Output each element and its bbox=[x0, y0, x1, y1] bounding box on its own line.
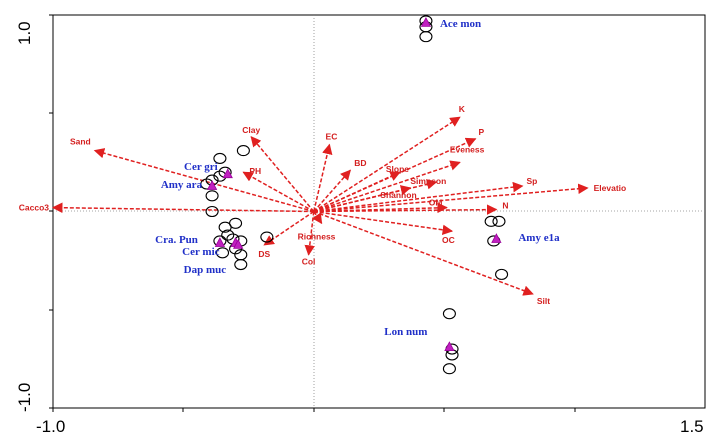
species-marker-amy-e1a bbox=[491, 233, 502, 243]
site-point-3 bbox=[419, 31, 433, 43]
env-label-sand: Sand bbox=[70, 137, 91, 147]
env-label-p: P bbox=[478, 127, 484, 137]
env-label-k: K bbox=[459, 104, 466, 114]
env-label-elevatio: Elevatio bbox=[594, 183, 627, 193]
env-arrow-clay bbox=[250, 136, 315, 212]
env-label-sp: Sp bbox=[526, 176, 537, 186]
site-point-13 bbox=[218, 221, 232, 233]
env-label-ph: PH bbox=[249, 166, 261, 176]
env-label-cacco3: Cacco3 bbox=[19, 203, 50, 213]
plot-frame bbox=[52, 14, 706, 409]
env-label-ds: DS bbox=[258, 249, 270, 259]
env-label-col: Col bbox=[302, 257, 316, 267]
env-label-om: OM bbox=[429, 198, 443, 208]
species-label-cer-mic: Cer mic bbox=[182, 246, 219, 258]
species-label-dap-muc: Dap muc bbox=[184, 264, 227, 276]
env-arrow-shannon bbox=[313, 185, 412, 213]
species-label-amy-e1a: Amy e1a bbox=[518, 232, 560, 244]
env-arrow-bd bbox=[313, 169, 352, 212]
env-arrow-n bbox=[313, 204, 498, 215]
env-label-oc: OC bbox=[442, 235, 455, 245]
env-arrow-col bbox=[304, 211, 315, 256]
species-marker-amy-ara bbox=[206, 180, 218, 190]
site-point-14 bbox=[221, 229, 235, 241]
env-label-ec: EC bbox=[326, 132, 338, 142]
site-point-23 bbox=[484, 215, 498, 227]
env-arrow-ec bbox=[313, 143, 333, 212]
site-point-19 bbox=[215, 247, 230, 259]
env-label-n: N bbox=[502, 201, 508, 211]
env-arrow-ph bbox=[242, 171, 315, 213]
site-point-22 bbox=[260, 231, 274, 243]
env-label-clay: Clay bbox=[242, 125, 260, 135]
env-arrow-silt bbox=[313, 210, 534, 296]
env-arrow-sand bbox=[93, 148, 315, 213]
env-arrow-elevatio bbox=[313, 183, 589, 213]
env-arrow-slope bbox=[313, 171, 401, 213]
env-label-silt: Silt bbox=[537, 296, 550, 306]
species-marker-dap-muc bbox=[233, 239, 244, 249]
env-label-simpson: Simpson bbox=[410, 176, 446, 186]
species-label-ace-mon: Ace mon bbox=[440, 18, 481, 30]
env-label-bd: BD bbox=[354, 158, 366, 168]
site-points bbox=[200, 15, 509, 375]
env-label-slope: Slope bbox=[386, 164, 409, 174]
env-arrow-om bbox=[313, 202, 448, 214]
species-label-cra-pun: Cra. Pun bbox=[155, 234, 198, 246]
x-tick-label-min: -1.0 bbox=[36, 417, 65, 435]
x-tick-label-max: 1.5 bbox=[680, 417, 704, 435]
site-point-27 bbox=[442, 308, 456, 320]
y-tick-label-max: 1.0 bbox=[15, 21, 34, 45]
site-point-5 bbox=[236, 145, 250, 157]
species-marker-ace-mon bbox=[420, 17, 432, 27]
env-arrow-oc bbox=[313, 210, 454, 236]
env-arrow-richness bbox=[312, 211, 323, 225]
site-point-26 bbox=[495, 268, 509, 280]
axis-ticks bbox=[49, 14, 576, 412]
site-point-10 bbox=[205, 190, 219, 202]
site-point-21 bbox=[234, 259, 248, 271]
y-tick-label-min: -1.0 bbox=[15, 383, 34, 412]
env-arrow-p bbox=[313, 137, 477, 213]
env-label-eveness: Eveness bbox=[450, 144, 485, 154]
species-label-lon-num: Lon num bbox=[384, 326, 427, 338]
env-arrow-k bbox=[313, 116, 461, 213]
species-label-amy-ara: Amy ara bbox=[161, 179, 203, 191]
species-marker-cra-pun bbox=[214, 237, 226, 247]
species-marker-lon-num bbox=[444, 341, 455, 351]
site-point-24 bbox=[492, 215, 506, 227]
site-point-29 bbox=[445, 349, 459, 361]
site-point-4 bbox=[213, 152, 227, 164]
env-arrow-cacco3 bbox=[51, 202, 314, 213]
species-marker-cer-gri bbox=[222, 168, 233, 179]
site-point-11 bbox=[205, 205, 219, 218]
env-arrow-eveness bbox=[313, 160, 461, 213]
site-point-30 bbox=[442, 363, 456, 375]
env-label-shannon: Shannon bbox=[380, 190, 416, 200]
species-label-cer-gri: Cer gri bbox=[184, 161, 218, 173]
env-arrow-sp bbox=[313, 181, 524, 213]
env-label-richness: Richness bbox=[298, 231, 336, 241]
